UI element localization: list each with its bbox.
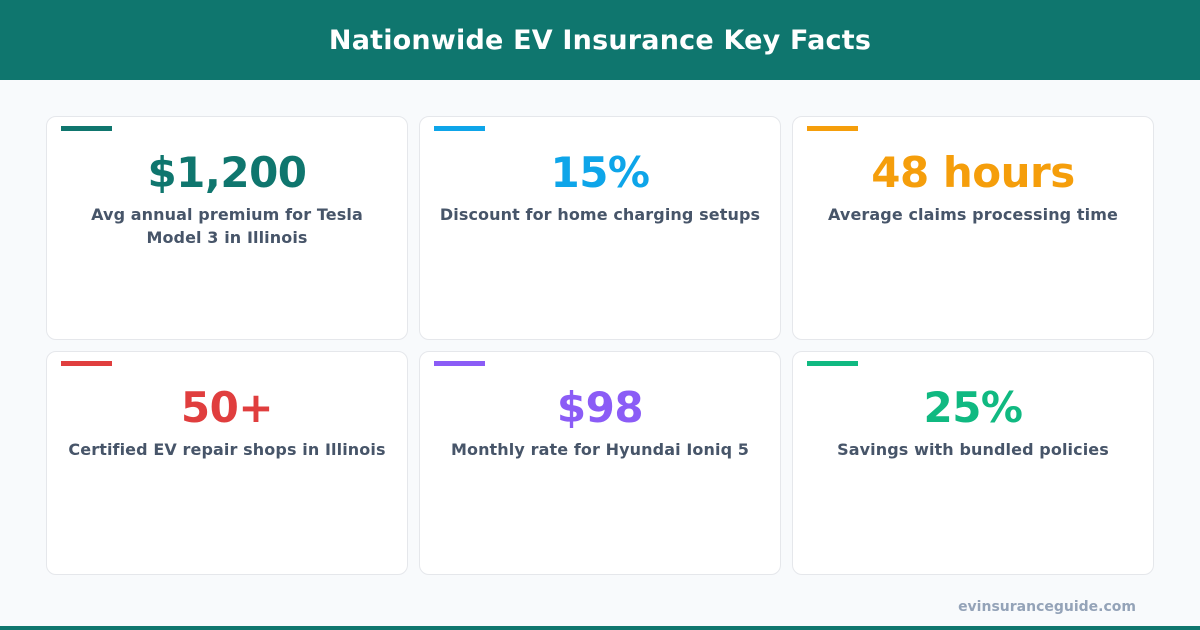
accent-bar xyxy=(807,126,858,131)
fact-label: Discount for home charging setups xyxy=(439,205,761,224)
fact-value: $98 xyxy=(556,383,644,432)
fact-card-monthly-rate: $98 Monthly rate for Hyundai Ioniq 5 xyxy=(419,351,781,575)
fact-label: Monthly rate for Hyundai Ioniq 5 xyxy=(450,440,750,459)
fact-card-charging-discount: 15% Discount for home charging setups xyxy=(419,116,781,340)
facts-grid: $1,200 Avg annual premium for Tesla Mode… xyxy=(46,116,1154,575)
fact-card-annual-premium: $1,200 Avg annual premium for Tesla Mode… xyxy=(46,116,408,340)
site-url: evinsuranceguide.com xyxy=(958,599,1136,615)
fact-value: 25% xyxy=(923,383,1023,432)
fact-label: Avg annual premium for Tesla Model 3 in … xyxy=(91,205,363,247)
fact-value: $1,200 xyxy=(147,148,307,197)
fact-label: Certified EV repair shops in Illinois xyxy=(68,440,386,459)
accent-bar xyxy=(807,361,858,366)
header-banner: Nationwide EV Insurance Key Facts xyxy=(0,0,1200,80)
fact-card-claims-time: 48 hours Average claims processing time xyxy=(792,116,1154,340)
accent-bar xyxy=(434,126,485,131)
fact-value: 48 hours xyxy=(871,148,1075,197)
page-title: Nationwide EV Insurance Key Facts xyxy=(328,24,872,56)
fact-label: Average claims processing time xyxy=(828,205,1118,224)
fact-value: 15% xyxy=(550,148,650,197)
bottom-accent-bar xyxy=(0,626,1200,630)
accent-bar xyxy=(61,126,112,131)
fact-card-bundle-savings: 25% Savings with bundled policies xyxy=(792,351,1154,575)
fact-value: 50+ xyxy=(180,383,274,432)
fact-label: Savings with bundled policies xyxy=(837,440,1109,459)
accent-bar xyxy=(434,361,485,366)
accent-bar xyxy=(61,361,112,366)
fact-card-repair-shops: 50+ Certified EV repair shops in Illinoi… xyxy=(46,351,408,575)
